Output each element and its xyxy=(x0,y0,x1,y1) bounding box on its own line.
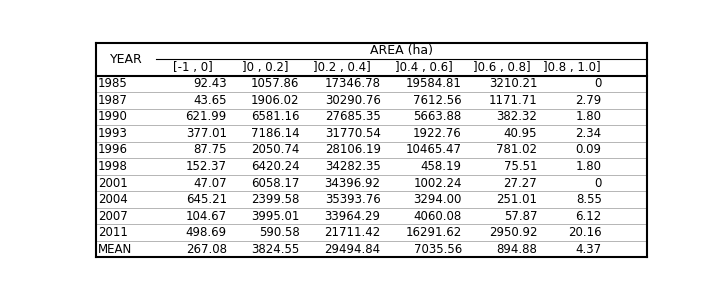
Text: 498.69: 498.69 xyxy=(186,226,227,239)
Text: 1057.86: 1057.86 xyxy=(251,77,300,90)
Text: 33964.29: 33964.29 xyxy=(325,210,380,223)
Text: 1171.71: 1171.71 xyxy=(489,94,537,107)
Text: 2007: 2007 xyxy=(98,210,128,223)
Text: 894.88: 894.88 xyxy=(497,243,537,256)
Text: AREA (ha): AREA (ha) xyxy=(370,44,433,57)
Text: 382.32: 382.32 xyxy=(497,110,537,124)
Text: 2011: 2011 xyxy=(98,226,128,239)
Text: 2399.58: 2399.58 xyxy=(251,193,300,206)
Text: 621.99: 621.99 xyxy=(186,110,227,124)
Text: 3294.00: 3294.00 xyxy=(414,193,462,206)
Text: ]0.4 , 0.6]: ]0.4 , 0.6] xyxy=(395,61,453,74)
Text: 47.07: 47.07 xyxy=(193,176,227,189)
Text: 645.21: 645.21 xyxy=(186,193,227,206)
Text: 1996: 1996 xyxy=(98,143,128,157)
Text: 34396.92: 34396.92 xyxy=(325,176,380,189)
Text: 34282.35: 34282.35 xyxy=(325,160,380,173)
Text: 10465.47: 10465.47 xyxy=(406,143,462,157)
Text: 75.51: 75.51 xyxy=(504,160,537,173)
Text: 3824.55: 3824.55 xyxy=(251,243,300,256)
Text: 1.80: 1.80 xyxy=(575,110,601,124)
Text: 0.09: 0.09 xyxy=(575,143,601,157)
Text: ]0 , 0.2]: ]0 , 0.2] xyxy=(242,61,289,74)
Text: 251.01: 251.01 xyxy=(496,193,537,206)
Text: 2004: 2004 xyxy=(98,193,128,206)
Text: 3210.21: 3210.21 xyxy=(489,77,537,90)
Text: 458.19: 458.19 xyxy=(421,160,462,173)
Text: ]0.2 , 0.4]: ]0.2 , 0.4] xyxy=(313,61,371,74)
Text: 4.37: 4.37 xyxy=(575,243,601,256)
Text: 590.58: 590.58 xyxy=(258,226,300,239)
Text: 16291.62: 16291.62 xyxy=(406,226,462,239)
Text: 2001: 2001 xyxy=(98,176,128,189)
Text: 29494.84: 29494.84 xyxy=(324,243,380,256)
Text: [-1 , 0]: [-1 , 0] xyxy=(173,61,212,74)
Text: 1987: 1987 xyxy=(98,94,128,107)
Text: 1985: 1985 xyxy=(98,77,128,90)
Text: 27.27: 27.27 xyxy=(503,176,537,189)
Text: MEAN: MEAN xyxy=(98,243,132,256)
Text: YEAR: YEAR xyxy=(110,53,142,66)
Text: 27685.35: 27685.35 xyxy=(325,110,380,124)
Text: 7612.56: 7612.56 xyxy=(413,94,462,107)
Text: 20.16: 20.16 xyxy=(568,226,601,239)
Text: 1906.02: 1906.02 xyxy=(251,94,300,107)
Text: 104.67: 104.67 xyxy=(186,210,227,223)
Text: 5663.88: 5663.88 xyxy=(414,110,462,124)
Text: 267.08: 267.08 xyxy=(186,243,227,256)
Text: ]0.8 , 1.0]: ]0.8 , 1.0] xyxy=(543,61,601,74)
Text: 377.01: 377.01 xyxy=(186,127,227,140)
Text: 21711.42: 21711.42 xyxy=(324,226,380,239)
Text: 6581.16: 6581.16 xyxy=(251,110,300,124)
Text: 17346.78: 17346.78 xyxy=(325,77,380,90)
Text: 781.02: 781.02 xyxy=(496,143,537,157)
Text: 6420.24: 6420.24 xyxy=(251,160,300,173)
Text: 6058.17: 6058.17 xyxy=(251,176,300,189)
Text: 7186.14: 7186.14 xyxy=(251,127,300,140)
Text: 30290.76: 30290.76 xyxy=(325,94,380,107)
Text: 43.65: 43.65 xyxy=(193,94,227,107)
Text: 2050.74: 2050.74 xyxy=(251,143,300,157)
Text: 31770.54: 31770.54 xyxy=(325,127,380,140)
Text: 0: 0 xyxy=(594,77,601,90)
Text: 6.12: 6.12 xyxy=(575,210,601,223)
Text: 57.87: 57.87 xyxy=(504,210,537,223)
Text: 2.34: 2.34 xyxy=(575,127,601,140)
Text: 19584.81: 19584.81 xyxy=(406,77,462,90)
Text: 8.55: 8.55 xyxy=(576,193,601,206)
Text: 1.80: 1.80 xyxy=(575,160,601,173)
Text: 28106.19: 28106.19 xyxy=(325,143,380,157)
Text: 1922.76: 1922.76 xyxy=(413,127,462,140)
Text: 152.37: 152.37 xyxy=(186,160,227,173)
Text: 4060.08: 4060.08 xyxy=(414,210,462,223)
Text: 1002.24: 1002.24 xyxy=(413,176,462,189)
Text: ]0.6 , 0.8]: ]0.6 , 0.8] xyxy=(473,61,531,74)
Text: 3995.01: 3995.01 xyxy=(251,210,300,223)
Text: 35393.76: 35393.76 xyxy=(325,193,380,206)
Text: 7035.56: 7035.56 xyxy=(414,243,462,256)
Text: 40.95: 40.95 xyxy=(504,127,537,140)
Text: 0: 0 xyxy=(594,176,601,189)
Text: 2950.92: 2950.92 xyxy=(489,226,537,239)
Text: 2.79: 2.79 xyxy=(575,94,601,107)
Text: 87.75: 87.75 xyxy=(193,143,227,157)
Text: 1990: 1990 xyxy=(98,110,128,124)
Text: 92.43: 92.43 xyxy=(193,77,227,90)
Text: 1993: 1993 xyxy=(98,127,128,140)
Text: 1998: 1998 xyxy=(98,160,128,173)
